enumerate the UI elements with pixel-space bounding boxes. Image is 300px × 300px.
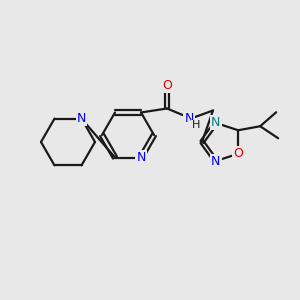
Text: N: N — [77, 112, 86, 125]
Text: N: N — [184, 112, 194, 125]
Text: O: O — [233, 147, 243, 160]
Text: N: N — [211, 116, 220, 130]
Text: H: H — [192, 121, 200, 130]
Text: N: N — [136, 151, 146, 164]
Text: O: O — [162, 79, 172, 92]
Text: N: N — [211, 154, 220, 167]
